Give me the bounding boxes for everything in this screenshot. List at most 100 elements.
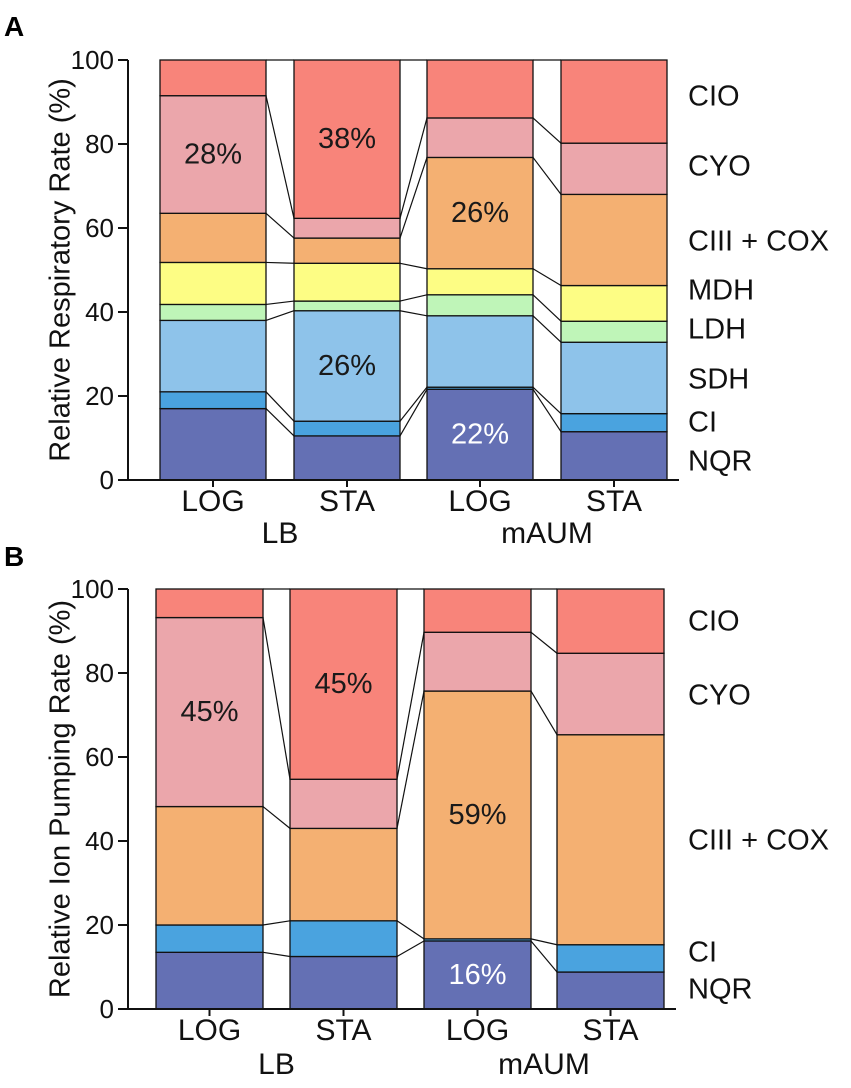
x-tick-label: STA: [319, 485, 375, 518]
bar-segment-ci-3: [556, 944, 665, 973]
connector-line-1-4: [396, 632, 425, 780]
connector-line-1-1: [399, 388, 428, 437]
panel-a: A Relative Respiratory Rate (%) 0 20 40 60 80 1…: [4, 11, 829, 550]
connector-line-2-5: [532, 268, 562, 287]
legend-label-mdh: MDH: [688, 275, 754, 307]
connector-line-0-6: [265, 212, 295, 239]
legend-label-ciii-cox: CIII + COX: [688, 226, 829, 258]
connector-line-0-1: [265, 408, 295, 437]
x-tick-label: STA: [582, 1014, 638, 1047]
connector-line-1-7: [399, 117, 428, 219]
legend-label-sdh: SDH: [688, 364, 749, 396]
y-tick-label: 60: [85, 213, 114, 243]
y-tick-label: 0: [100, 465, 114, 495]
bar-segment-sdh-2: [426, 315, 534, 388]
bar-segment-nqr-1: [289, 955, 398, 1010]
connector-line-1-1: [396, 940, 425, 958]
bar-segment-ciii-cox-3: [556, 734, 665, 946]
group-label: LB: [258, 1048, 295, 1081]
legend-label-ldh: LDH: [688, 314, 746, 346]
bar-segment-mdh-2: [426, 268, 534, 296]
bar-segment-cyo-3: [556, 652, 665, 736]
data-label: 16%: [448, 959, 506, 991]
legend-label-ci: CI: [688, 407, 717, 439]
data-label: 45%: [180, 696, 238, 728]
connector-line-0-3: [262, 806, 291, 829]
connector-line-2-3: [530, 690, 558, 736]
connector-line-2-7: [532, 117, 562, 144]
connector-line-1-2: [399, 386, 428, 422]
bar-segment-cyo-3: [560, 142, 668, 196]
bar-segment-ldh-2: [426, 294, 534, 317]
bar-segment-sdh-3: [560, 341, 668, 415]
connector-line-0-3: [265, 310, 295, 321]
bar-segment-sdh-0: [159, 319, 267, 393]
connector-line-2-1: [532, 388, 562, 433]
connector-line-2-4: [532, 294, 562, 322]
bar-segment-sdh-1: [293, 310, 401, 422]
connector-line-2-6: [532, 157, 562, 195]
bar-segment-ldh-0: [159, 303, 267, 322]
connector-line-1-6: [399, 157, 428, 239]
bar-segment-cio-2: [426, 59, 534, 119]
panel-b: B Relative Ion Pumping Rate (%) 0 20 40 60 80 1…: [4, 541, 829, 1081]
bar-segment-nqr-3: [556, 971, 665, 1010]
bar-segment-ldh-3: [560, 320, 668, 343]
connector-line-0-2: [262, 920, 291, 926]
group-label: mAUM: [501, 517, 593, 550]
connector-line-0-4: [262, 617, 291, 780]
x-tick-label: LOG: [181, 485, 244, 518]
y-tick-label: 20: [85, 910, 114, 940]
bar-segment-ciii-cox-1: [293, 237, 401, 264]
connector-line-2-1: [530, 940, 558, 973]
bar-segment-nqr-2: [426, 388, 534, 481]
connector-line-0-1: [262, 951, 291, 958]
connector-line-2-2: [530, 938, 558, 946]
bar-segment-cyo-1: [293, 217, 401, 239]
bar-segment-ci-0: [159, 391, 267, 410]
y-tick-label: 100: [71, 574, 114, 604]
connector-line-1-5: [399, 262, 428, 270]
connector-line-2-4: [530, 631, 558, 654]
bar-segment-ci-3: [560, 412, 668, 433]
legend-label-nqr: NQR: [688, 974, 752, 1006]
y-tick-label: 80: [85, 129, 114, 159]
bar-segment-ciii-cox-3: [560, 193, 668, 287]
bar-segment-nqr-1: [293, 435, 401, 481]
bar-segment-ciii-cox-2: [426, 156, 534, 270]
y-tick-label: 40: [85, 826, 114, 856]
legend-label-ciii-cox: CIII + COX: [688, 825, 829, 857]
legend-label-ci: CI: [688, 937, 717, 969]
bar-segment-cio-3: [556, 588, 665, 654]
connector-line-1-4: [399, 294, 428, 302]
legend-label-cyo: CYO: [688, 151, 751, 183]
bar-segment-cio-0: [155, 588, 264, 619]
connector-line-0-5: [265, 261, 295, 264]
connector-line-1-2: [396, 920, 425, 940]
bar-segment-ciii-cox-1: [289, 827, 398, 922]
y-tick-label: 20: [85, 381, 114, 411]
connector-line-1-3: [396, 690, 425, 829]
y-tick-label: 60: [85, 742, 114, 772]
bar-segment-cyo-1: [289, 778, 398, 830]
data-label: 28%: [184, 139, 242, 171]
y-tick-label: 100: [71, 45, 114, 75]
connector-line-2-2: [532, 386, 562, 415]
bar-segment-mdh-0: [159, 261, 267, 306]
connector-line-2-3: [532, 315, 562, 343]
x-tick-label: LOG: [448, 485, 511, 518]
y-tick-label: 80: [85, 658, 114, 688]
bar-segment-ldh-1: [293, 300, 401, 312]
bar-segment-cyo-2: [426, 117, 534, 159]
bar-segment-cio-2: [423, 588, 532, 633]
y-tick-label: 0: [100, 994, 114, 1024]
legend-label-cyo: CYO: [688, 680, 751, 712]
bar-segment-ciii-cox-0: [155, 805, 264, 926]
bar-segment-mdh-1: [293, 262, 401, 302]
bar-segment-ci-1: [289, 920, 398, 958]
y-axis-label: Relative Ion Pumping Rate (%): [45, 600, 77, 998]
data-label: 26%: [451, 197, 509, 229]
bar-segment-cio-3: [560, 59, 668, 144]
data-label: 38%: [318, 123, 376, 155]
